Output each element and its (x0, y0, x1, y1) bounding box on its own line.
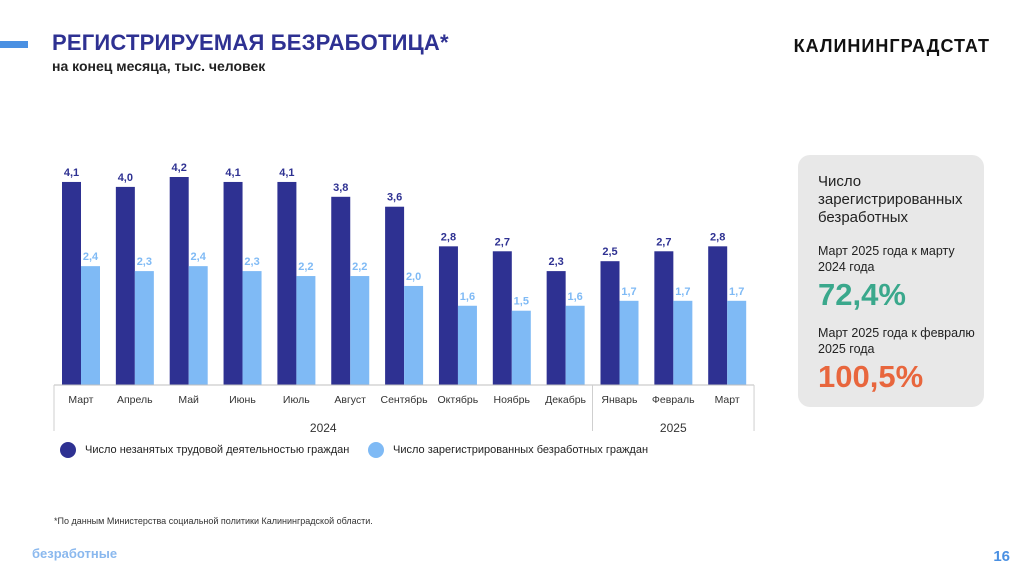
data-label-2-3: 2,3 (244, 256, 259, 268)
data-label-1-9: 2,3 (549, 256, 564, 268)
page-subtitle: на конец месяца, тыс. человек (52, 58, 266, 74)
info-value-year: 72,4% (818, 277, 906, 312)
data-label-1-4: 4,1 (279, 167, 294, 179)
bar-1-11 (654, 251, 674, 385)
tick-label-3: Июнь (229, 394, 256, 406)
bar-1-2 (169, 177, 189, 385)
tick-label-2: Май (178, 394, 199, 406)
bar-2-8 (511, 310, 531, 385)
data-label-2-4: 2,2 (298, 261, 313, 273)
data-label-1-2: 4,2 (172, 162, 187, 174)
year-label-2024: 2024 (310, 421, 337, 435)
bar-1-7 (438, 246, 458, 385)
info-heading: Число зарегистрированных безработных (818, 173, 963, 226)
tick-label-0: Март (68, 394, 93, 406)
data-label-1-3: 4,1 (225, 167, 240, 179)
legend-swatch-series-1 (60, 442, 76, 458)
data-label-1-7: 2,8 (441, 231, 456, 243)
bar-2-5 (350, 276, 370, 385)
bar-2-0 (81, 266, 100, 385)
bar-1-8 (492, 251, 512, 385)
bar-1-4 (277, 181, 297, 385)
legend-label-series-1: Число незанятых трудовой деятельностью г… (85, 444, 350, 456)
bar-1-9 (546, 271, 566, 385)
data-label-2-7: 1,6 (460, 291, 475, 303)
data-label-1-0: 4,1 (64, 167, 79, 179)
page-number: 16 (993, 548, 1010, 565)
legend-label-series-2: Число зарегистрированных безработных гра… (393, 444, 649, 456)
data-label-2-10: 1,7 (621, 286, 636, 298)
data-label-1-5: 3,8 (333, 182, 348, 194)
brand-logo-text: КАЛИНИНГРАДСТАТ (793, 36, 990, 56)
bar-2-11 (673, 300, 693, 385)
bar-chart: 4,1 2,4 Март 4,0 2,3 Апрель 4,2 2,4 Май 4,1 2,3 Июн… (53, 162, 755, 435)
data-label-2-6: 2,0 (406, 271, 421, 283)
tick-label-11: Февраль (652, 394, 695, 406)
bar-2-6 (404, 285, 424, 385)
year-label-2025: 2025 (660, 421, 687, 435)
tick-label-8: Ноябрь (494, 394, 531, 406)
data-label-2-1: 2,3 (137, 256, 152, 268)
bar-1-5 (331, 196, 351, 385)
data-label-1-12: 2,8 (710, 231, 725, 243)
bar-2-10 (619, 300, 639, 385)
data-label-2-8: 1,5 (514, 296, 529, 308)
legend-item-series-2: Число зарегистрированных безработных гра… (368, 442, 648, 458)
tick-label-12: Март (715, 394, 740, 406)
bar-1-1 (115, 186, 135, 385)
info-label-month: Март 2025 года к февралю 2025 года (818, 326, 975, 356)
data-label-2-12: 1,7 (729, 286, 744, 298)
accent-bar (0, 41, 28, 48)
bar-1-3 (223, 181, 243, 385)
page-title: РЕГИСТРИРУЕМАЯ БЕЗРАБОТИЦА* (52, 30, 449, 55)
data-label-1-11: 2,7 (656, 236, 671, 248)
tick-label-6: Сентябрь (381, 394, 429, 406)
tick-label-9: Декабрь (545, 394, 586, 406)
bar-2-2 (188, 266, 208, 385)
data-label-2-0: 2,4 (83, 251, 99, 263)
data-label-2-9: 1,6 (568, 291, 583, 303)
info-value-month: 100,5% (818, 359, 924, 394)
bar-1-0 (62, 181, 81, 385)
data-label-2-5: 2,2 (352, 261, 367, 273)
bar-1-12 (708, 246, 728, 385)
data-label-1-1: 4,0 (118, 172, 133, 184)
legend-swatch-series-2 (368, 442, 384, 458)
tick-label-7: Октябрь (438, 394, 479, 406)
bar-2-4 (296, 276, 316, 385)
bar-2-1 (134, 271, 154, 385)
bar-2-9 (565, 305, 585, 385)
tick-label-1: Апрель (117, 394, 153, 406)
bar-2-3 (242, 271, 262, 385)
data-label-2-11: 1,7 (675, 286, 690, 298)
bar-2-12 (727, 300, 747, 385)
tick-label-4: Июль (283, 394, 310, 406)
data-label-1-6: 3,6 (387, 192, 402, 204)
bar-1-6 (385, 206, 405, 385)
section-label: безработные (32, 546, 118, 561)
data-label-1-8: 2,7 (495, 236, 510, 248)
bar-2-7 (457, 305, 477, 385)
info-label-year: Март 2025 года к марту 2024 года (818, 244, 955, 274)
info-box: Число зарегистрированных безработных Мар… (798, 155, 984, 407)
legend-item-series-1: Число незанятых трудовой деятельностью г… (60, 442, 349, 458)
tick-label-10: Январь (601, 394, 638, 406)
footnote: *По данным Министерства социальной полит… (54, 516, 373, 526)
data-label-2-2: 2,4 (191, 251, 207, 263)
tick-label-5: Август (334, 394, 366, 406)
data-label-1-10: 2,5 (602, 246, 617, 258)
bar-1-10 (600, 261, 620, 385)
